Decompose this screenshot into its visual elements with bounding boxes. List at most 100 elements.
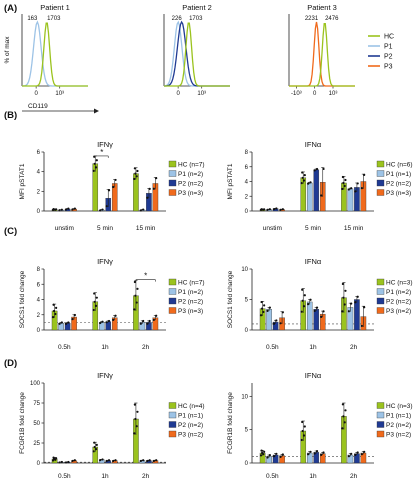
bar-y-tick-label: 2 xyxy=(245,194,249,200)
legend-swatch-p2 xyxy=(168,179,177,187)
bar-y-label: SOCS1 fold change xyxy=(227,270,234,328)
data-point xyxy=(139,209,142,212)
data-point xyxy=(347,188,350,191)
bar-p1 xyxy=(266,309,272,331)
data-point xyxy=(55,208,58,211)
bar-category-label: 0.5h xyxy=(58,344,71,351)
data-point xyxy=(93,162,96,165)
data-point xyxy=(133,177,136,181)
legend-label: P1 (n=1) xyxy=(386,413,411,420)
legend-label: P3 (n=3) xyxy=(178,308,203,315)
data-point xyxy=(347,455,350,458)
legend-label: P1 (n=2) xyxy=(178,171,203,178)
data-point xyxy=(262,310,265,314)
data-point xyxy=(350,452,353,455)
bar-p2 xyxy=(354,299,360,331)
bar-y-tick-label: 6 xyxy=(37,282,41,288)
data-point xyxy=(268,454,271,457)
legend-swatch-p2 xyxy=(168,297,177,305)
bar-y-tick-label: 4 xyxy=(37,298,41,304)
data-point xyxy=(307,182,310,185)
data-point xyxy=(347,310,350,313)
data-point xyxy=(309,298,312,301)
significance-star: * xyxy=(144,272,147,281)
hist-title: Patient 2 xyxy=(182,3,212,12)
data-point xyxy=(322,451,325,454)
bar-y-tick-label: 50 xyxy=(33,421,40,427)
data-point xyxy=(301,288,304,291)
legend-label: P3 (n=3) xyxy=(178,190,203,197)
bar-p1 xyxy=(347,188,354,212)
data-point xyxy=(341,187,344,191)
data-point xyxy=(309,450,312,453)
data-point xyxy=(133,432,136,435)
data-point xyxy=(260,451,264,455)
bar-y-tick-label: 25 xyxy=(33,441,40,447)
bar-category-label: 2h xyxy=(350,473,358,480)
data-point xyxy=(92,169,95,172)
data-point xyxy=(350,187,353,190)
data-point xyxy=(315,167,319,171)
data-point xyxy=(322,167,325,171)
data-point xyxy=(341,282,344,286)
data-point xyxy=(363,173,366,176)
data-point xyxy=(133,403,136,406)
legend-swatch-p1 xyxy=(376,170,385,177)
legend-swatch-hc xyxy=(376,402,385,409)
bar-y-tick-label: 0 xyxy=(245,209,249,215)
hist-title: Patient 3 xyxy=(307,3,337,12)
data-point xyxy=(146,196,149,199)
panel-label-a: (A) xyxy=(4,3,17,14)
bar-p1 xyxy=(306,182,313,212)
data-point xyxy=(58,209,61,212)
legend-label: P2 (n=2) xyxy=(386,181,411,188)
data-point xyxy=(260,307,264,310)
data-point xyxy=(343,303,346,306)
legend-label: HC (n=4) xyxy=(178,403,205,410)
data-point xyxy=(101,458,104,461)
data-point xyxy=(266,456,269,459)
data-point xyxy=(307,303,310,306)
legend-label: HC (n=7) xyxy=(178,162,205,169)
legend-swatch-hc xyxy=(168,278,177,286)
bar-y-tick-label: 0 xyxy=(37,209,41,215)
data-point xyxy=(67,460,70,464)
bar-y-label: SOCS1 fold change xyxy=(19,270,26,328)
data-point xyxy=(71,317,74,321)
data-point xyxy=(344,409,347,412)
data-point xyxy=(64,208,68,211)
data-point xyxy=(360,453,363,456)
hist-curve-hc xyxy=(164,22,230,87)
data-point xyxy=(114,459,117,462)
legend-swatch-p2 xyxy=(376,297,385,305)
data-point xyxy=(107,459,111,462)
data-point xyxy=(300,182,303,185)
bar-category-label: 0.5h xyxy=(266,344,279,351)
data-point xyxy=(146,459,149,463)
data-point xyxy=(155,177,158,180)
hist-x-tick-label: 0 xyxy=(313,91,317,97)
legend-label: P1 xyxy=(384,44,393,51)
bar-y-tick-label: 75 xyxy=(33,401,40,407)
bar-y-tick-label: 5 xyxy=(245,428,249,434)
legend-label: P2 (n=2) xyxy=(178,299,203,306)
data-point xyxy=(344,178,347,182)
bar-y-tick-label: 100 xyxy=(30,381,41,387)
data-point xyxy=(301,420,304,424)
bar-category-label: 15 min xyxy=(136,225,156,232)
bar-category-label: 1h xyxy=(101,473,109,480)
panel-label-b: (B) xyxy=(4,110,17,121)
data-point xyxy=(342,415,345,418)
hist-x-tick-label: -10³ xyxy=(291,91,302,97)
mfi-label: 226 xyxy=(172,16,183,22)
data-point xyxy=(93,441,96,444)
data-point xyxy=(135,175,138,178)
legend-label: HC xyxy=(384,34,394,41)
data-point xyxy=(268,208,271,211)
bar-y-tick-label: 6 xyxy=(37,150,41,156)
mfi-label: 2476 xyxy=(325,16,339,22)
data-point xyxy=(301,299,304,302)
data-point xyxy=(301,171,304,174)
data-point xyxy=(95,296,98,299)
legend-swatch-p2 xyxy=(376,179,385,187)
